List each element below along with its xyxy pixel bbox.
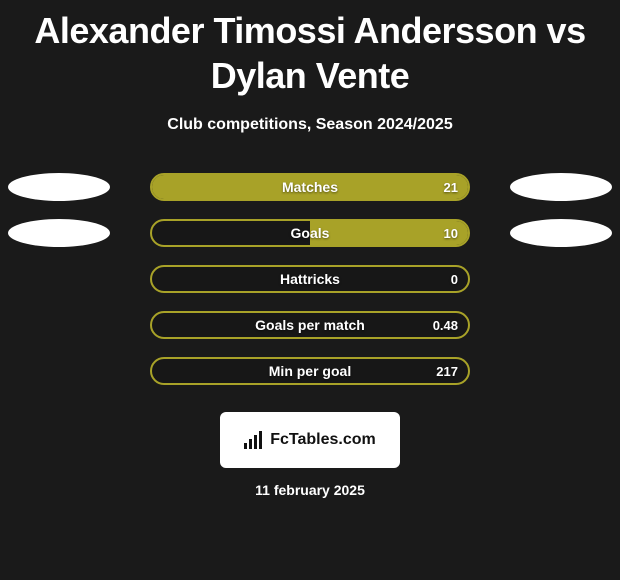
stat-label: Min per goal: [152, 359, 468, 383]
stat-bar: Min per goal217: [150, 357, 470, 385]
date-label: 11 february 2025: [0, 482, 620, 498]
stat-bar: Goals10: [150, 219, 470, 247]
stat-right-value: 0: [451, 267, 458, 291]
stat-bar: Goals per match0.48: [150, 311, 470, 339]
logo-text: FcTables.com: [270, 431, 376, 449]
left-oval: [8, 173, 110, 201]
stat-right-value: 217: [436, 359, 458, 383]
page-title: Alexander Timossi Andersson vs Dylan Ven…: [0, 8, 620, 98]
stat-label: Goals: [152, 221, 468, 245]
stat-row: Goals per match0.48: [0, 302, 620, 348]
stats-container: Matches21 Goals10 Hattricks0 Goals per matc…: [0, 164, 620, 394]
stat-row: Min per goal217: [0, 348, 620, 394]
stat-row: Matches21: [0, 164, 620, 210]
stat-bar: Matches21: [150, 173, 470, 201]
stat-right-value: 21: [444, 175, 458, 199]
subtitle: Club competitions, Season 2024/2025: [0, 116, 620, 134]
comparison-card: Alexander Timossi Andersson vs Dylan Ven…: [0, 0, 620, 580]
stat-row: Hattricks0: [0, 256, 620, 302]
stat-row: Goals10: [0, 210, 620, 256]
bars-icon: [244, 431, 264, 449]
stat-label: Hattricks: [152, 267, 468, 291]
logo-box[interactable]: FcTables.com: [220, 412, 400, 468]
logo-inner: FcTables.com: [244, 431, 376, 449]
left-oval: [8, 219, 110, 247]
stat-label: Goals per match: [152, 313, 468, 337]
right-oval: [510, 219, 612, 247]
stat-right-value: 0.48: [433, 313, 458, 337]
right-oval: [510, 173, 612, 201]
stat-right-value: 10: [444, 221, 458, 245]
stat-bar: Hattricks0: [150, 265, 470, 293]
stat-label: Matches: [152, 175, 468, 199]
